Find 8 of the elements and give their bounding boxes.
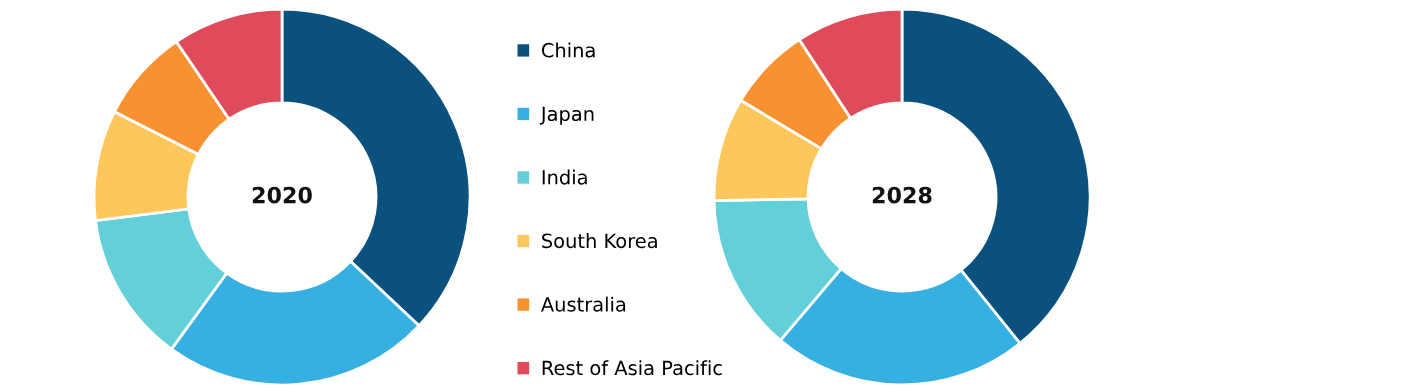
legend-label: Rest of Asia Pacific — [542, 360, 722, 376]
legend-label: India — [542, 169, 587, 185]
legend-label: Australia — [540, 296, 626, 312]
legend-label: South Korea — [542, 233, 657, 249]
legend-label: Japan — [539, 106, 594, 125]
text: 2028 — [872, 186, 932, 204]
legend-label: China — [541, 42, 595, 58]
text: 2020 — [252, 186, 312, 204]
